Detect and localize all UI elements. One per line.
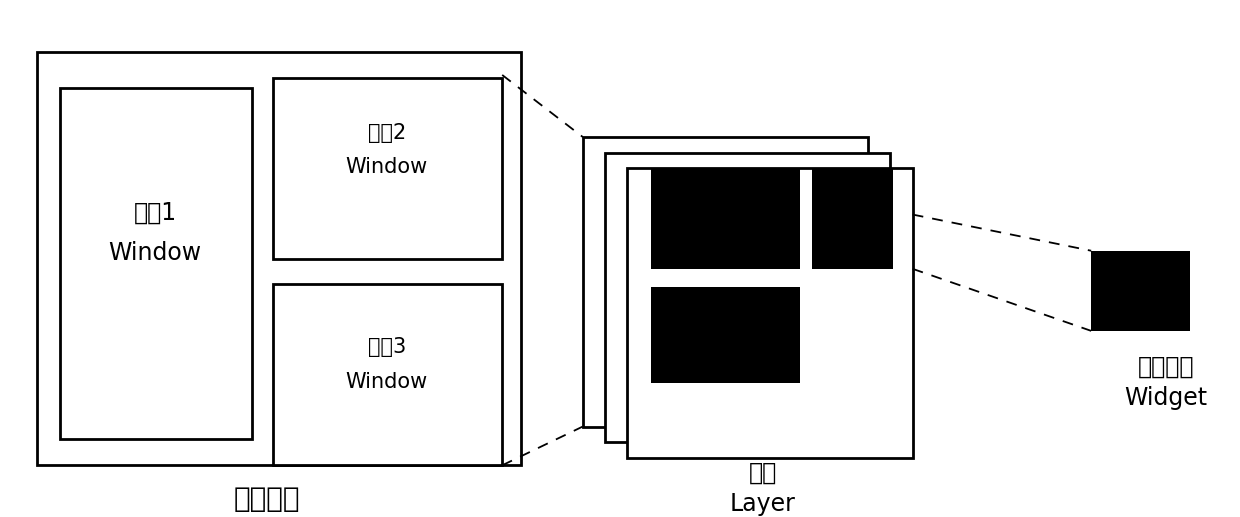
- Bar: [812, 168, 893, 269]
- Text: 窗口1: 窗口1: [134, 201, 176, 225]
- Bar: [627, 168, 913, 458]
- Text: Widget: Widget: [1123, 386, 1208, 410]
- Text: 窗体部件: 窗体部件: [1137, 355, 1194, 379]
- Text: 显示单元: 显示单元: [233, 485, 300, 513]
- Text: Layer: Layer: [729, 492, 796, 516]
- Text: 窗口2: 窗口2: [368, 123, 405, 143]
- Text: 图层: 图层: [749, 461, 776, 485]
- Bar: [605, 153, 890, 442]
- Bar: [273, 78, 502, 258]
- Bar: [583, 137, 868, 427]
- Text: Window: Window: [346, 157, 428, 177]
- Text: Window: Window: [108, 240, 202, 265]
- Bar: [60, 88, 252, 439]
- Bar: [273, 284, 502, 465]
- Bar: [651, 168, 800, 269]
- Bar: [1091, 251, 1190, 331]
- Bar: [651, 287, 800, 383]
- Bar: [37, 52, 521, 465]
- Text: 窗口3: 窗口3: [368, 338, 405, 357]
- Text: Window: Window: [346, 372, 428, 391]
